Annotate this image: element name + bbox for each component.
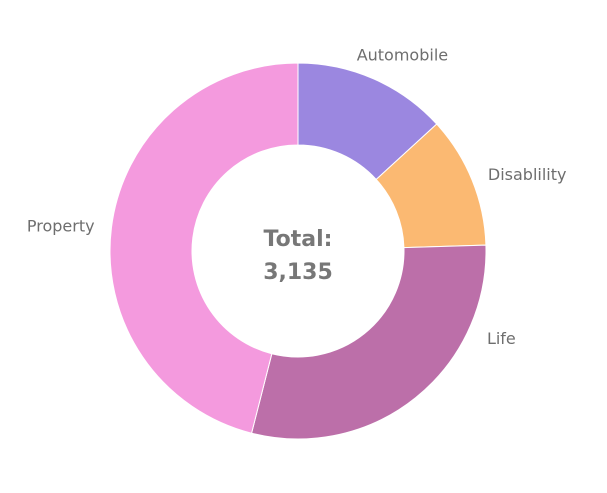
labels-group: Automobile Disablility Life Property: [27, 46, 567, 348]
slice-life[interactable]: [250, 244, 487, 440]
center-total-label: Total:: [264, 227, 333, 252]
slice-label-disablility: Disablility: [488, 165, 567, 184]
slices-group: [109, 62, 487, 440]
center-total-value: 3,135: [263, 260, 333, 285]
slice-property[interactable]: [109, 62, 299, 434]
slice-label-automobile: Automobile: [357, 46, 448, 65]
slice-label-property: Property: [27, 216, 95, 235]
slice-label-life: Life: [487, 329, 516, 348]
